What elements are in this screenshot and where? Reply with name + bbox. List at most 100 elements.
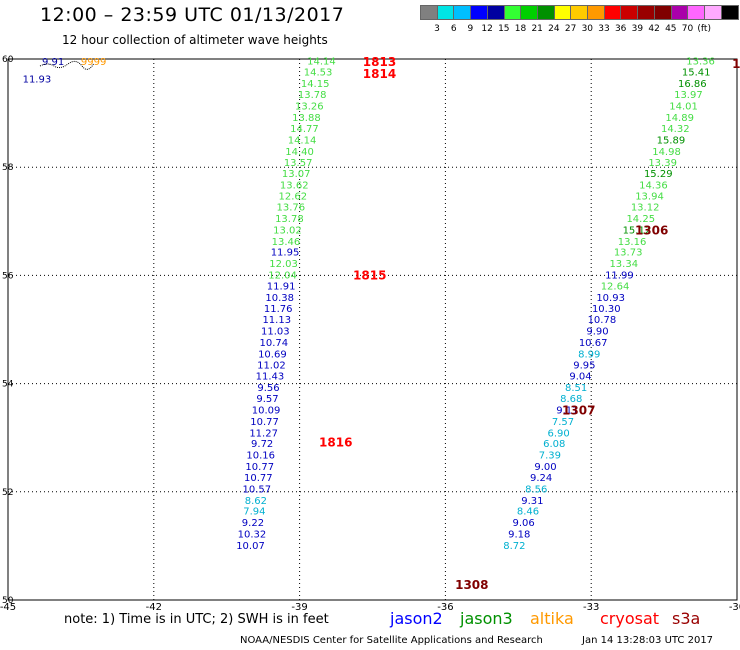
legend-altika: altika [530,609,574,628]
scale-label: 39 [631,24,644,34]
swh-value-b: 14.36 [639,181,668,192]
scale-label: 6 [450,24,457,34]
swh-value-a: 10.57 [243,485,272,496]
swh-value-a: 13.26 [295,102,324,113]
swh-value-b: 13.36 [686,57,715,68]
swh-value-b: 14.89 [665,113,694,124]
time-label: 1307 [562,404,595,418]
swh-value-b: 13.39 [648,158,677,169]
chart-subtitle: 12 hour collection of altimeter wave hei… [62,33,328,47]
swh-value-b: 8.72 [503,541,525,552]
scale-label: 45 [665,24,677,34]
swh-value-b: 10.67 [579,338,608,349]
scale-label: 70 [681,24,694,34]
swh-value-b: 8.99 [578,349,600,360]
swh-value-a: 14.40 [285,147,314,158]
scale-label: 3 [434,24,440,34]
swh-value-a: 10.77 [250,417,279,428]
time-label: 1815 [353,268,386,282]
time-label: 1816 [319,435,352,449]
x-tick-label: -39 [291,602,307,613]
swh-value-b: 15.29 [644,169,673,180]
swh-value-a: 11.91 [267,282,296,293]
swh-value-b: 9.11 [556,406,578,417]
swh-value-a: 10.32 [238,529,267,540]
scale-label: 12 [481,24,493,34]
swh-value-b: 13.16 [618,237,647,248]
swh-value-a: 13.76 [277,203,306,214]
swh-value-b: 9.06 [513,518,535,529]
swh-value-a: 11.02 [257,361,286,372]
scale-label: 42 [648,24,660,34]
plot-frame [7,58,738,601]
swh-value-a: 11.95 [271,248,300,259]
swh-value-b: 13.73 [614,248,643,259]
swh-value-a: 12.03 [269,259,298,270]
swh-value-b: 10.30 [592,304,621,315]
time-label: 1814 [363,67,396,81]
scale-label: 18 [514,24,527,34]
swh-value-b: 9.04 [569,371,591,382]
scale-label: 27 [564,24,577,34]
y-tick-label: 60 [2,55,14,65]
swh-value-a: 13.46 [272,237,301,248]
swh-value-a: 10.38 [265,293,294,304]
swh-value-b: 8.68 [560,394,582,405]
time-label: 1308 [455,578,488,592]
swh-value-b: 9.18 [508,529,530,540]
swh-value-a: 10.74 [260,338,289,349]
scale-label: 33 [598,24,610,34]
time-label: 1305 [732,57,740,71]
swh-value-a: 11.13 [262,315,291,326]
swh-value-a: 10.16 [246,450,275,461]
swh-value-b: 12.64 [601,282,630,293]
swh-value-a: 10.77 [245,462,274,473]
coast-outline [39,60,95,70]
swh-value-a: 7.94 [243,507,265,518]
swh-value-a: 13.78 [298,90,327,101]
swh-value-a: 14.15 [301,79,330,90]
scale-label: 15 [498,24,510,34]
swh-value-a: 13.57 [284,158,313,169]
swh-value-b: 9.95 [573,361,595,372]
y-tick-label: 54 [2,380,14,390]
swh-value-a: 13.07 [282,169,311,180]
swh-value-b: 15.41 [682,67,711,78]
swh-value-a: 9.57 [256,394,278,405]
legend-s3a: s3a [672,609,701,628]
time-label: 1306 [635,223,668,237]
y-tick-label: 52 [2,488,13,498]
swh-value-a: 13.02 [273,225,302,236]
swh-value-b: 15.89 [657,136,686,147]
swh-value-a: 14.14 [307,57,336,68]
swh-value-a: 11.76 [264,304,293,315]
footer-timestamp: Jan 14 13:28:03 UTC 2017 [582,635,714,646]
swh-value-a: 14.53 [304,67,333,78]
footer-credit: NOAA/NESDIS Center for Satellite Applica… [240,635,543,646]
y-tick-label: 56 [2,271,14,281]
swh-value-b: 8.46 [517,507,539,518]
chart-title: 12:00 – 23:59 UTC 01/13/2017 [40,4,345,26]
swh-value-a: 11.03 [261,327,290,338]
swh-value-b: 9.24 [530,473,552,484]
swh-value-b: 15.12 [623,225,652,236]
swh-value-b: 13.12 [631,203,660,214]
swh-value-a: 11.27 [249,428,278,439]
swh-value-b: 14.25 [626,214,655,225]
scale-label: 9 [467,24,474,34]
swh-value-a: 9.22 [242,518,264,529]
swh-value-b: 9.00 [534,462,556,473]
corner-value: 9999 [81,57,106,68]
swh-value-a: 9.56 [257,383,279,394]
swh-value-a: 10.07 [236,541,265,552]
swh-value-a: 14.77 [290,124,319,135]
x-tick-label: -36 [437,602,453,613]
swh-value-a: 14.14 [288,136,317,147]
corner-value: 11.93 [23,74,52,85]
legend-jason2: jason2 [390,609,443,628]
scale-label: 24 [548,24,560,34]
swh-value-b: 13.34 [609,259,638,270]
scale-swatch [720,5,739,20]
swh-value-b: 6.90 [548,428,570,439]
